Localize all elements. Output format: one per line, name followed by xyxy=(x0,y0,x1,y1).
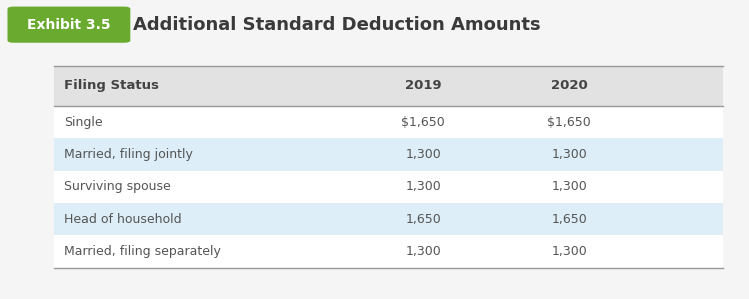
Text: $1,650: $1,650 xyxy=(401,116,445,129)
Bar xyxy=(54,235,723,268)
Text: 1,300: 1,300 xyxy=(551,180,587,193)
Text: 2020: 2020 xyxy=(551,80,588,92)
Text: 1,300: 1,300 xyxy=(405,180,441,193)
Bar xyxy=(54,203,723,235)
Text: Married, filing separately: Married, filing separately xyxy=(64,245,220,258)
Text: Additional Standard Deduction Amounts: Additional Standard Deduction Amounts xyxy=(133,16,541,34)
Text: 1,650: 1,650 xyxy=(405,213,441,226)
Text: Head of household: Head of household xyxy=(64,213,181,226)
Text: Filing Status: Filing Status xyxy=(64,80,159,92)
Text: 1,650: 1,650 xyxy=(551,213,587,226)
Bar xyxy=(54,171,723,203)
Text: 1,300: 1,300 xyxy=(405,245,441,258)
Text: 1,300: 1,300 xyxy=(551,148,587,161)
FancyBboxPatch shape xyxy=(7,7,130,43)
Text: Exhibit 3.5: Exhibit 3.5 xyxy=(27,18,111,32)
Bar xyxy=(54,66,723,268)
Text: Surviving spouse: Surviving spouse xyxy=(64,180,171,193)
Text: 2019: 2019 xyxy=(405,80,441,92)
Bar xyxy=(54,138,723,171)
Text: 1,300: 1,300 xyxy=(405,148,441,161)
Text: Married, filing jointly: Married, filing jointly xyxy=(64,148,192,161)
Bar xyxy=(54,106,723,138)
Text: 1,300: 1,300 xyxy=(551,245,587,258)
Text: Single: Single xyxy=(64,116,103,129)
Text: $1,650: $1,650 xyxy=(548,116,591,129)
Bar xyxy=(54,66,723,106)
